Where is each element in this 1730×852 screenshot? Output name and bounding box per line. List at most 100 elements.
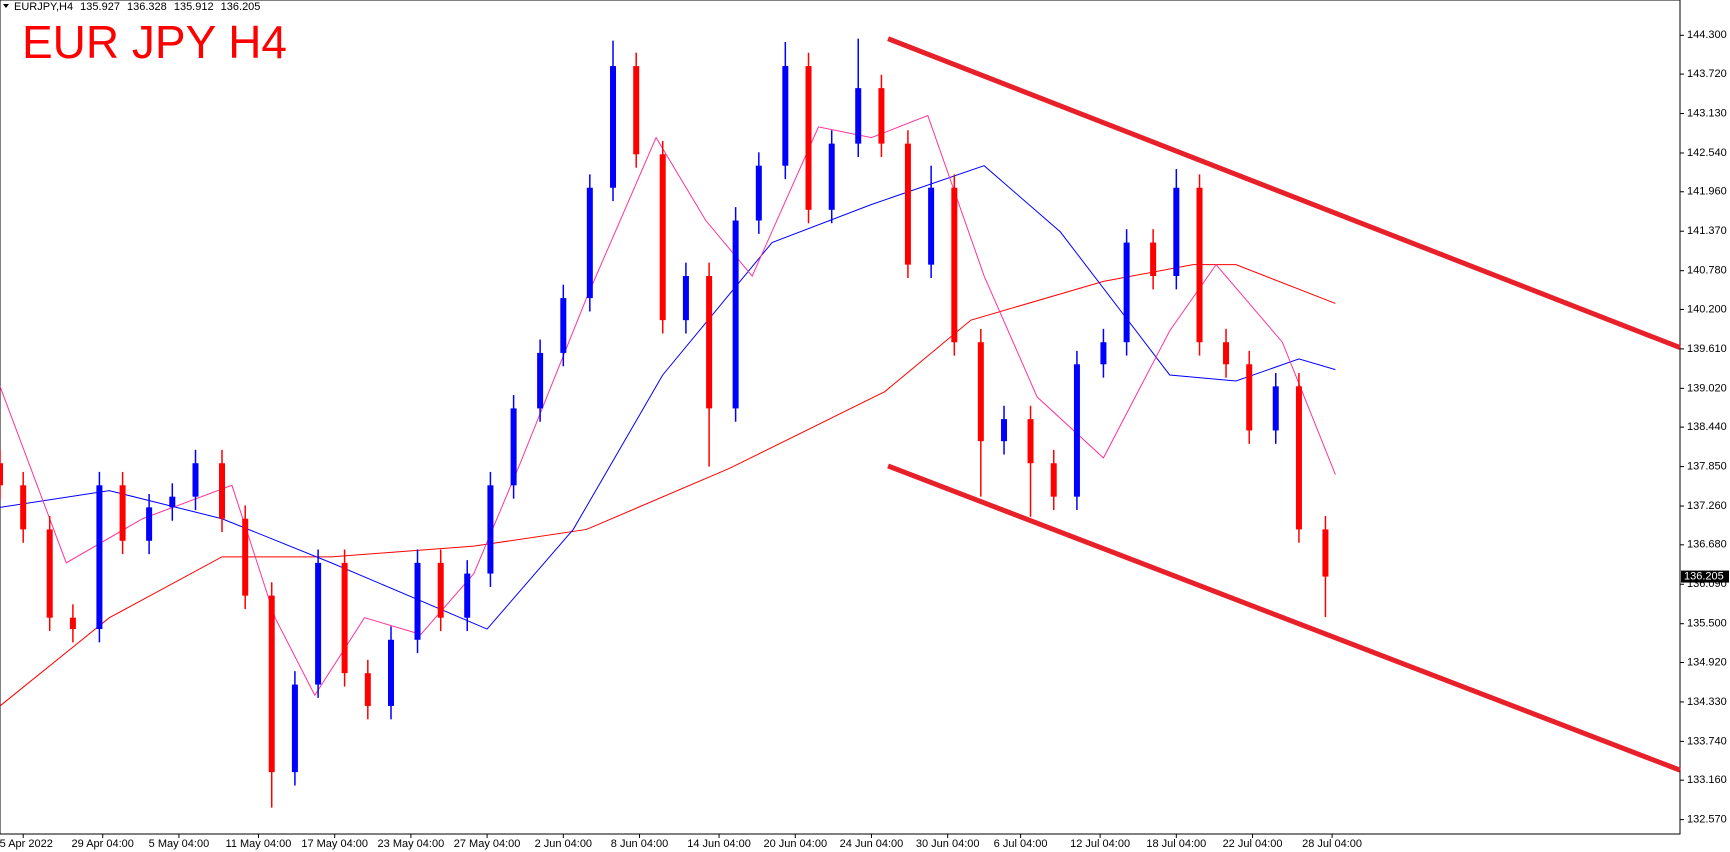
candle-body — [560, 298, 567, 353]
candle-body — [464, 573, 471, 618]
candle-body — [510, 408, 517, 486]
plot-area — [0, 0, 1681, 835]
moving-average — [0, 264, 1336, 707]
y-tick-label: 137.850 — [1687, 460, 1727, 472]
candle-body — [878, 88, 885, 144]
candle-body — [437, 562, 444, 618]
y-tick-label: 133.740 — [1687, 735, 1727, 747]
y-tick-label: 140.780 — [1687, 265, 1727, 277]
candle-body — [537, 352, 544, 409]
y-tick-label: 132.570 — [1687, 814, 1727, 826]
channel-line — [887, 463, 1681, 773]
menu-arrow — [3, 4, 9, 8]
candle-body — [1150, 242, 1157, 277]
candle-body — [732, 220, 739, 409]
y-tick-label: 133.160 — [1687, 774, 1727, 786]
candle-body — [341, 562, 348, 674]
quote-low: 135.912 — [174, 1, 214, 13]
candle-body — [69, 617, 76, 630]
price-tag-label: 136.205 — [1684, 570, 1724, 582]
candle-body — [414, 562, 421, 640]
x-tick-label: 25 Apr 2022 — [0, 838, 53, 850]
candle-body — [1100, 342, 1107, 365]
candle-body — [291, 684, 298, 773]
candle-body — [755, 165, 762, 221]
y-tick-label: 142.540 — [1687, 147, 1727, 159]
candle-body — [828, 143, 835, 210]
y-tick-label: 135.500 — [1687, 618, 1727, 630]
quote-close: 136.205 — [221, 1, 261, 13]
candle-body — [1295, 386, 1302, 530]
channel-line — [887, 36, 1681, 350]
candle-body — [682, 276, 689, 321]
x-tick-label: 24 Jun 04:00 — [840, 838, 904, 850]
candle-body — [242, 518, 249, 596]
y-tick-label: 136.680 — [1687, 539, 1727, 551]
candle-body — [20, 485, 27, 530]
candle-body — [487, 485, 494, 574]
y-tick-label: 141.370 — [1687, 225, 1727, 237]
quote-high: 136.328 — [127, 1, 167, 13]
x-tick-label: 18 Jul 04:00 — [1146, 838, 1206, 850]
x-tick-label: 22 Jul 04:00 — [1223, 838, 1283, 850]
x-tick-label: 14 Jun 04:00 — [687, 838, 751, 850]
price-tag — [1681, 570, 1729, 583]
candle-body — [219, 463, 226, 519]
x-tick-label: 5 May 04:00 — [149, 838, 210, 850]
moving-average — [0, 114, 1336, 697]
x-tick-label: 23 May 04:00 — [378, 838, 445, 850]
x-tick-label: 27 May 04:00 — [454, 838, 521, 850]
candle-body — [388, 639, 395, 706]
chart-title: EUR JPY H4 — [22, 16, 287, 68]
x-tick-label: 28 Jul 04:00 — [1302, 838, 1362, 850]
candle-body — [928, 187, 935, 265]
quote-open: 135.927 — [80, 1, 120, 13]
y-tick-label: 143.130 — [1687, 107, 1727, 119]
candle-body — [1322, 529, 1329, 577]
candle-body — [1173, 187, 1180, 277]
y-tick-label: 139.020 — [1687, 382, 1727, 394]
y-tick-label: 141.960 — [1687, 186, 1727, 198]
candle-body — [1196, 187, 1203, 343]
candle-body — [1272, 386, 1279, 431]
x-tick-label: 2 Jun 04:00 — [535, 838, 593, 850]
x-tick-label: 30 Jun 04:00 — [916, 838, 980, 850]
candle-body — [659, 154, 666, 321]
y-tick-label: 134.330 — [1687, 696, 1727, 708]
candle-body — [904, 143, 911, 265]
candle-body — [1246, 364, 1253, 431]
y-tick-label: 134.920 — [1687, 656, 1727, 668]
x-tick-label: 12 Jul 04:00 — [1070, 838, 1130, 850]
x-tick-label: 17 May 04:00 — [301, 838, 368, 850]
candle-body — [119, 485, 126, 541]
candle-body — [805, 66, 812, 210]
candle-body — [586, 187, 593, 299]
candle-body — [1001, 419, 1008, 442]
candle-body — [977, 342, 984, 442]
candle-body — [268, 595, 275, 773]
candle-body — [169, 496, 176, 508]
x-tick-label: 8 Jun 04:00 — [611, 838, 669, 850]
candle-body — [610, 66, 617, 188]
x-tick-label: 29 Apr 04:00 — [72, 838, 134, 850]
candle-body — [0, 463, 3, 486]
quote-line: EURJPY,H4 135.927 136.328 135.912 136.20… — [14, 1, 260, 13]
y-tick-label: 138.440 — [1687, 421, 1727, 433]
candle-body — [1027, 419, 1034, 464]
symbol: EURJPY,H4 — [14, 1, 73, 13]
candle-body — [1223, 342, 1230, 365]
candle-body — [192, 463, 199, 497]
candle-body — [951, 187, 958, 343]
candle-body — [46, 529, 53, 618]
y-tick-label: 140.200 — [1687, 303, 1727, 315]
y-tick-label: 143.720 — [1687, 68, 1727, 80]
candle-body — [315, 562, 322, 685]
candle-body — [855, 88, 862, 144]
y-tick-label: 139.610 — [1687, 343, 1727, 355]
candle-body — [146, 507, 153, 541]
moving-average — [0, 165, 1336, 630]
candle-body — [96, 485, 103, 630]
candle-body — [633, 66, 640, 155]
